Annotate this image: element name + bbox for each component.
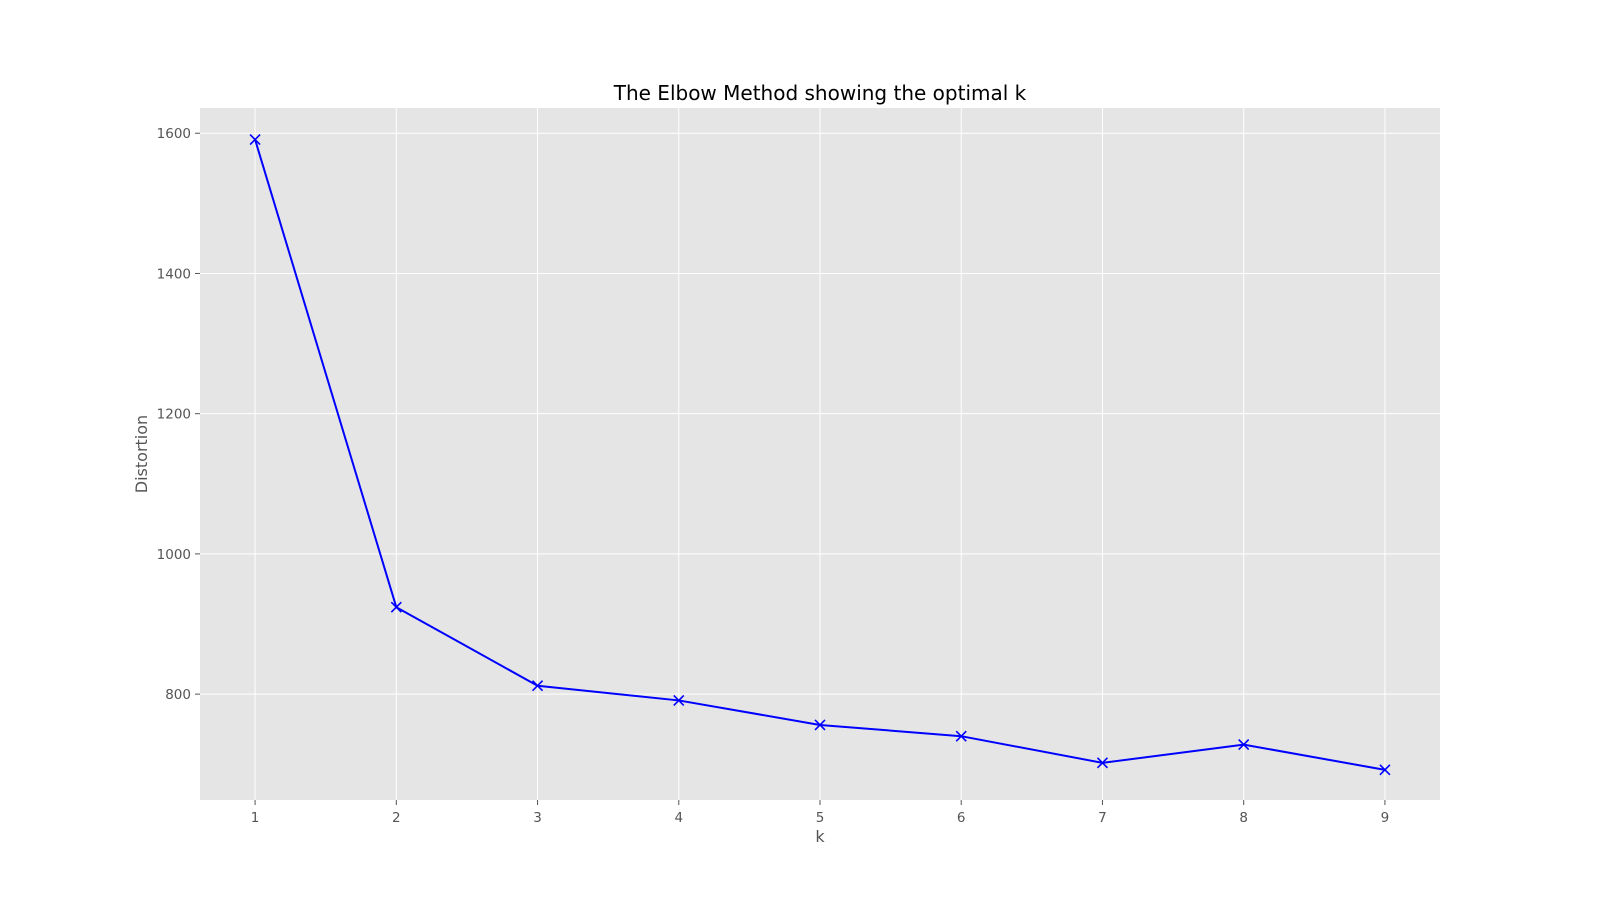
y-tick-label: 800 bbox=[165, 687, 191, 703]
x-tick-label: 1 bbox=[251, 810, 260, 826]
x-tick-label: 3 bbox=[533, 810, 542, 826]
series-layer bbox=[249, 133, 1391, 776]
x-axis-label: k bbox=[815, 827, 825, 846]
axis-ticks: 1 2 3 4 5 6 7 8 9 800 1000 1200 1400 1600 bbox=[157, 126, 1390, 826]
x-tick-label: 9 bbox=[1381, 810, 1390, 826]
data-point-marker bbox=[1096, 757, 1109, 769]
data-point-marker bbox=[673, 694, 685, 707]
x-tick-label: 4 bbox=[674, 810, 683, 826]
x-tick-label: 2 bbox=[392, 810, 401, 826]
y-tick-label: 1400 bbox=[157, 266, 191, 282]
chart-title: The Elbow Method showing the optimal k bbox=[613, 81, 1027, 105]
data-point-marker bbox=[1379, 764, 1391, 776]
data-point-marker bbox=[955, 730, 967, 742]
y-tick-label: 1000 bbox=[157, 547, 191, 563]
data-point-marker bbox=[814, 719, 826, 731]
x-tick-label: 5 bbox=[816, 810, 825, 826]
x-tick-label: 8 bbox=[1239, 810, 1248, 826]
x-tick-label: 6 bbox=[957, 810, 966, 826]
data-point-marker bbox=[249, 133, 261, 146]
y-axis-label: Distortion bbox=[132, 415, 151, 493]
y-tick-label: 1600 bbox=[157, 126, 191, 142]
data-point-marker bbox=[531, 680, 544, 692]
data-point-marker bbox=[1238, 739, 1250, 751]
x-tick-label: 7 bbox=[1098, 810, 1107, 826]
grid-lines bbox=[200, 108, 1440, 800]
y-tick-label: 1200 bbox=[157, 407, 191, 423]
data-point-marker bbox=[390, 601, 402, 613]
